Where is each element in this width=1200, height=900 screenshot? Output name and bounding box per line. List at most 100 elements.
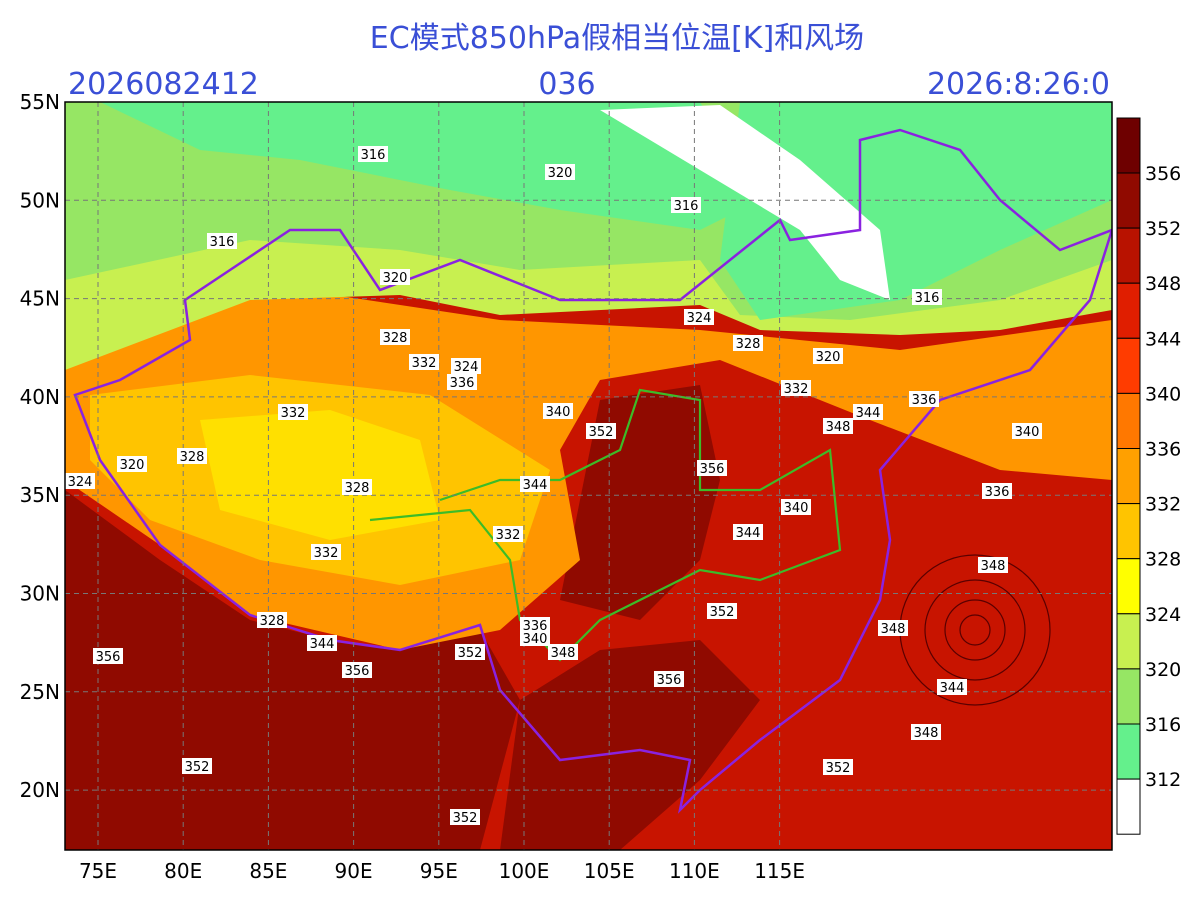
contour-label: 352 — [589, 425, 614, 440]
field — [65, 490, 520, 850]
contour-label-bg — [455, 644, 485, 660]
colorbar-box — [1116, 117, 1141, 174]
contour-label-bg — [823, 418, 853, 434]
colorbar-label: 348 — [1145, 273, 1181, 295]
contour-label-bg — [182, 758, 212, 774]
contour-label-bg — [342, 479, 372, 495]
lon-label: 80E — [164, 859, 202, 883]
field — [600, 105, 890, 300]
contour-label: 328 — [260, 614, 285, 629]
contour-label-bg — [781, 499, 811, 515]
contour-label: 336 — [450, 376, 475, 391]
contour-label-bg — [545, 164, 575, 180]
colorbar-box — [1116, 337, 1141, 394]
contour-label: 328 — [345, 481, 370, 496]
field — [200, 410, 440, 540]
contour-label-bg — [450, 809, 480, 825]
contour-label: 344 — [523, 478, 548, 493]
contour-label: 332 — [412, 356, 437, 371]
field — [100, 102, 760, 230]
contour-label-bg — [548, 644, 578, 660]
contour-label: 348 — [551, 646, 576, 661]
contour-label-bg — [982, 483, 1012, 499]
colorbar-box — [1116, 227, 1141, 284]
contour-label-bg — [257, 612, 287, 628]
lon-label: 115E — [754, 859, 805, 883]
colorbar-label: 320 — [1145, 659, 1181, 681]
contour-label: 348 — [914, 726, 939, 741]
lon-label: 105E — [584, 859, 635, 883]
contour-label: 336 — [985, 485, 1010, 500]
colorbar-box — [1116, 778, 1141, 835]
contour-label: 352 — [710, 605, 735, 620]
contour-label-bg — [911, 724, 941, 740]
contour-label-bg — [520, 617, 550, 633]
lat-label: 25N — [20, 680, 60, 704]
colorbar-label: 328 — [1145, 549, 1181, 571]
contour-label-bg — [813, 348, 843, 364]
contour-label: 316 — [915, 291, 940, 306]
contour-label: 356 — [700, 462, 725, 477]
colorbar-label: 356 — [1145, 163, 1181, 185]
contour-label: 352 — [185, 760, 210, 775]
contour-label: 328 — [383, 331, 408, 346]
contour-label: 348 — [826, 420, 851, 435]
lon-label: 95E — [420, 859, 458, 883]
contour-label: 352 — [458, 646, 483, 661]
contour-label: 320 — [548, 166, 573, 181]
contour-label-bg — [909, 391, 939, 407]
contour-label: 320 — [383, 271, 408, 286]
contour-label: 316 — [210, 235, 235, 250]
field — [560, 385, 720, 620]
contour-label: 340 — [1015, 425, 1040, 440]
colorbar-label: 316 — [1145, 714, 1181, 736]
contour-label: 332 — [314, 546, 339, 561]
contour-label-bg — [823, 759, 853, 775]
lead-time: 036 — [538, 67, 595, 102]
contour-label: 356 — [96, 650, 121, 665]
lat-label: 40N — [20, 385, 60, 409]
colorbar-box — [1116, 392, 1141, 449]
contour-label-bg — [937, 679, 967, 695]
contour-label-bg — [65, 473, 95, 489]
contour-label-bg — [520, 630, 550, 646]
colorbar-box — [1116, 668, 1141, 725]
contour-label: 316 — [674, 199, 699, 214]
contour-label: 328 — [180, 450, 205, 465]
contour-label-bg — [409, 354, 439, 370]
contour-label-bg — [1012, 423, 1042, 439]
contour-label-bg — [311, 544, 341, 560]
contour-label-bg — [733, 335, 763, 351]
contour-label-bg — [278, 404, 308, 420]
colorbar-label: 324 — [1145, 604, 1181, 626]
contour-label-bg — [781, 380, 811, 396]
lat-label: 35N — [20, 483, 60, 507]
contour-label-bg — [451, 358, 481, 374]
contour-label-bg — [380, 329, 410, 345]
colorbar-label: 332 — [1145, 494, 1181, 516]
contour-label: 344 — [736, 526, 761, 541]
colorbar-box — [1116, 282, 1141, 339]
contour-label-bg — [307, 635, 337, 651]
colorbar-box — [1116, 613, 1141, 670]
contour-label-bg — [117, 456, 147, 472]
contour-label: 344 — [310, 637, 335, 652]
colorbar-label: 352 — [1145, 218, 1181, 240]
valid-time: 2026:8:26:0 — [927, 67, 1110, 102]
field — [500, 640, 760, 850]
lat-label: 55N — [20, 90, 60, 114]
contour-label-bg — [912, 289, 942, 305]
contour-label-bg — [878, 620, 908, 636]
contour-label-bg — [853, 404, 883, 420]
lat-label: 20N — [20, 778, 60, 802]
contour-label: 340 — [546, 405, 571, 420]
contour-label: 320 — [816, 350, 841, 365]
contour-label: 328 — [736, 337, 761, 352]
colorbar-box — [1116, 448, 1141, 505]
contour-label-bg — [358, 146, 388, 162]
contour-label: 332 — [281, 406, 306, 421]
country-border — [73, 128, 1112, 814]
contour-label: 344 — [856, 406, 881, 421]
